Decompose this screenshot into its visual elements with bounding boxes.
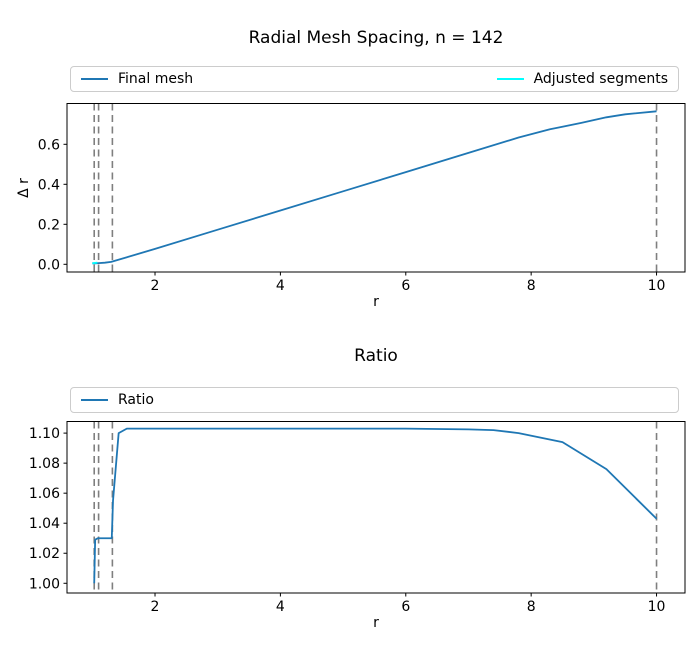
- plot-frame: [66, 421, 686, 594]
- legend-entry-ratio: Ratio: [81, 392, 154, 408]
- legend-entry-final-mesh: Final mesh: [81, 71, 193, 87]
- series-line-adjusted-segments: [92, 261, 98, 265]
- ratio-legend-line: [81, 399, 108, 401]
- plot-frame: [66, 103, 686, 273]
- x-tick-label: 8: [527, 278, 536, 294]
- y-tick-label: 0.6: [38, 137, 60, 153]
- top-plot-ylabel: Δ r: [16, 178, 32, 198]
- x-tick-label: 2: [151, 278, 160, 294]
- top-plot-legend: Final mesh Adjusted segments: [70, 66, 679, 92]
- x-tick-label: 6: [401, 278, 410, 294]
- bottom-plot-legend: Ratio: [70, 387, 679, 413]
- y-tick-label: 0.4: [38, 177, 60, 193]
- final-mesh-legend-line: [81, 78, 108, 80]
- top-plot-area: 2 4 6 8 10 0.0 0.2 0.4 0.6: [38, 103, 686, 294]
- x-tick-label: 4: [276, 599, 285, 615]
- ratio-legend-label: Ratio: [118, 392, 154, 408]
- y-tick-label: 1.00: [29, 576, 60, 592]
- y-tick-label: 1.08: [29, 456, 60, 472]
- bottom-plot-xlabel: r: [373, 615, 379, 631]
- adjusted-segments-legend-label: Adjusted segments: [533, 71, 668, 87]
- y-tick-label: 1.02: [29, 546, 60, 562]
- adjusted-segments-legend-line: [496, 78, 524, 80]
- bottom-plot-area: 2 4 6 8 10 1.00 1.02 1.04 1.06 1.08 1.10: [29, 421, 686, 615]
- final-mesh-legend-label: Final mesh: [118, 71, 194, 87]
- y-tick-label: 0.0: [38, 257, 60, 273]
- x-tick-label: 8: [527, 599, 536, 615]
- y-tick-label: 1.04: [29, 516, 60, 532]
- y-tick-label: 1.10: [29, 426, 60, 442]
- bottom-plot-title: Ratio: [354, 346, 398, 366]
- top-plot-title: Radial Mesh Spacing, n = 142: [248, 28, 504, 48]
- y-tick-label: 1.06: [29, 486, 60, 502]
- y-tick-label: 0.2: [38, 217, 60, 233]
- series-line-ratio: [93, 427, 658, 584]
- x-tick-label: 4: [276, 278, 285, 294]
- legend-entry-adjusted-segments: Adjusted segments: [496, 71, 668, 87]
- x-tick-label: 10: [648, 599, 666, 615]
- top-plot-xlabel: r: [373, 294, 379, 310]
- x-tick-label: 10: [648, 278, 666, 294]
- x-tick-label: 2: [151, 599, 160, 615]
- series-line-final-mesh: [92, 110, 657, 265]
- x-tick-label: 6: [401, 599, 410, 615]
